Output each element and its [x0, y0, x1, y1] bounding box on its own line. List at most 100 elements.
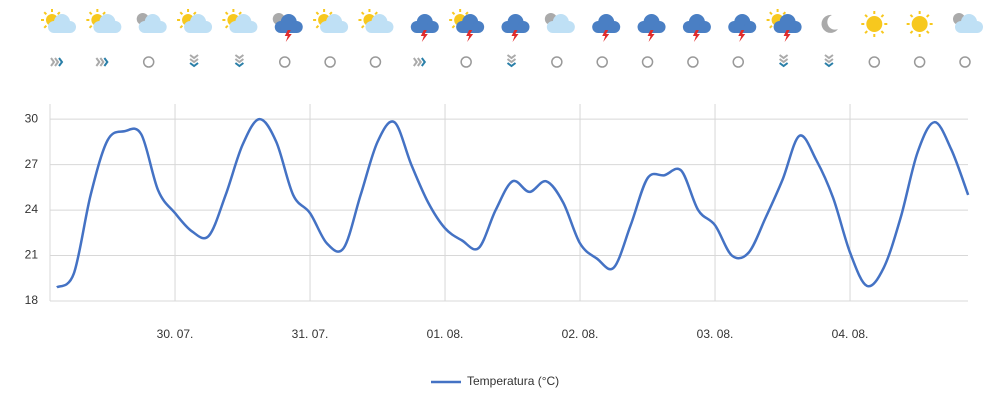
calm [324, 56, 336, 68]
x-tick-label: 03. 08. [697, 327, 734, 341]
sun-ray [179, 24, 184, 29]
y-tick-label: 27 [25, 157, 39, 171]
wind-arrow [103, 57, 109, 67]
wind-arrow [506, 58, 517, 64]
sun-ray [224, 11, 229, 16]
cloud [138, 14, 167, 33]
y-tick-label: 18 [25, 293, 39, 307]
wind-arrow [54, 57, 60, 67]
calm [732, 56, 744, 68]
cloud [229, 14, 258, 33]
cloud-part [190, 27, 207, 33]
y-tick-label: 24 [25, 202, 39, 216]
cloud-part [961, 27, 977, 33]
wind-arrow [189, 54, 199, 60]
cloud [184, 14, 213, 33]
sun-ray [880, 30, 885, 34]
x-tick-label: 02. 08. [562, 327, 599, 341]
cloud [48, 14, 76, 33]
sun-ray [238, 11, 242, 16]
y-tick-label: 21 [25, 248, 39, 262]
sun-ray [360, 11, 365, 16]
sun-ray [56, 11, 61, 16]
sun-ray [880, 14, 885, 18]
wind-arrow [506, 62, 517, 68]
cloud-part [99, 27, 116, 33]
weather-icons [41, 9, 983, 42]
x-tick-label: 31. 07. [292, 327, 329, 341]
bolt [783, 30, 791, 42]
sun [866, 16, 883, 32]
wind-arrow [824, 54, 834, 60]
bolt [284, 30, 292, 42]
sun-ray [360, 24, 365, 29]
sun-ray [864, 30, 868, 34]
sun-ray [43, 24, 48, 29]
cloud [365, 14, 394, 33]
wind-arrow [234, 62, 244, 68]
temperature-line [56, 117, 970, 289]
wind-arrow [99, 57, 105, 67]
sun-ray [465, 11, 469, 16]
sun-ray [926, 14, 930, 18]
wind-arrow [189, 58, 199, 64]
wind-arrow [417, 57, 423, 67]
legend-label: Temperatura (°C) [467, 374, 559, 388]
wind-arrow [189, 62, 199, 68]
plot-area: 18 21 24 27 30 30. 07. 31. 07. 01. 08. 02. 08. 03… [25, 104, 970, 388]
wind-arrow [779, 54, 789, 60]
calm [959, 56, 971, 68]
wind-arrow [779, 62, 789, 68]
sun-ray [769, 11, 773, 16]
sun-ray [102, 11, 106, 16]
calm [913, 56, 926, 68]
sun-ray [769, 24, 773, 29]
calm [596, 56, 608, 68]
bolt [602, 30, 610, 42]
wind-icons [50, 54, 971, 68]
calm [551, 56, 563, 68]
sun-ray [43, 11, 48, 16]
wind-arrow [58, 57, 64, 67]
sun-ray [451, 24, 456, 29]
sun-ray [329, 11, 333, 16]
calm [279, 56, 291, 68]
wind-arrow [234, 58, 244, 64]
wind-arrow [50, 57, 56, 67]
cloud-part [54, 27, 70, 33]
calm [369, 56, 382, 68]
bolt [647, 30, 655, 42]
cloud-part [326, 27, 343, 33]
sun-ray [909, 30, 914, 34]
sun-ray [88, 11, 93, 16]
cloud [546, 14, 575, 33]
wind-arrow [95, 57, 101, 67]
cloud-part [235, 27, 252, 33]
cloud [93, 14, 122, 33]
wind-arrow [824, 58, 834, 64]
calm [687, 56, 699, 68]
bolt [692, 30, 700, 42]
bolt [466, 30, 474, 42]
sun-ray [315, 11, 320, 16]
cloud-part [371, 27, 388, 33]
x-tick-label: 01. 08. [427, 327, 464, 341]
sun-ray [315, 24, 320, 29]
bolt [738, 30, 746, 42]
wind-arrow [413, 57, 419, 67]
cloud [728, 14, 757, 33]
sun-ray [782, 11, 787, 16]
cloud [682, 14, 711, 33]
sun-ray [926, 30, 930, 34]
wind-arrow [824, 62, 834, 68]
calm [460, 56, 472, 68]
bolt [420, 30, 428, 42]
sun-ray [864, 14, 868, 18]
wind-arrow [506, 54, 517, 60]
sun-ray [224, 24, 229, 29]
sun-ray [909, 14, 914, 18]
sun-ray [192, 11, 197, 16]
cloud [955, 14, 983, 33]
x-tick-label: 04. 08. [832, 327, 869, 341]
